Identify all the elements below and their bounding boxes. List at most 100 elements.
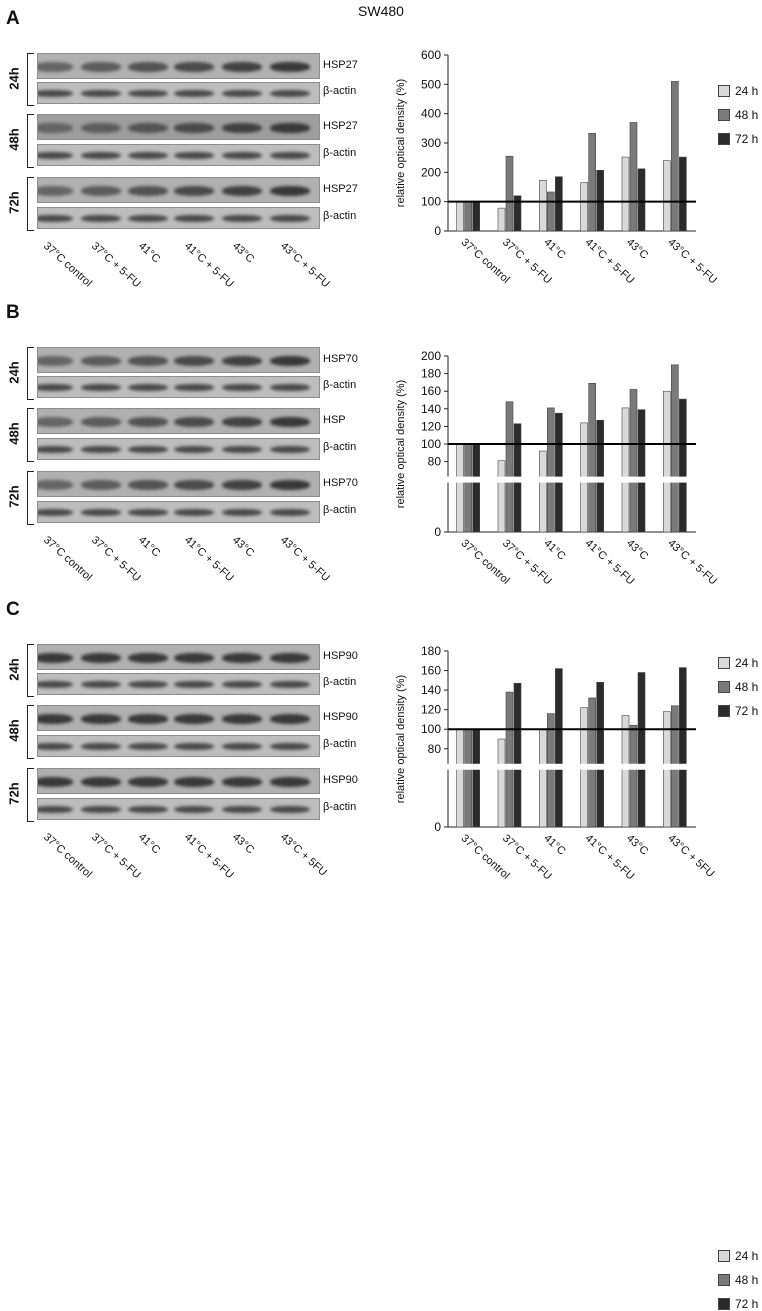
y-tick-label: 200 [421,165,441,179]
blot-band [270,123,310,133]
bar-72h-4 [637,672,646,828]
blot-band [38,417,73,427]
bar-72h-2 [555,176,563,232]
legend-item: 24 h [718,1249,758,1263]
bar-48h-4 [629,122,638,232]
blot-band [270,356,310,366]
bar-48h-4 [629,725,638,828]
bar-24h-4 [621,715,630,828]
blot-band [174,356,214,366]
bar-72h-2 [555,668,563,828]
legend-item: 72 h [718,1297,758,1311]
legend-item: 72 h [718,704,758,718]
western-blot-actin [37,798,320,820]
bar-24h-0 [456,728,464,828]
blot-band [222,215,262,222]
y-axis-label: relative optical density (%) [395,675,407,803]
western-blot-protein [37,408,320,434]
bar-72h-2 [555,412,563,533]
y-tick-label: 100 [421,722,441,736]
western-blot-protein [37,347,320,373]
blot-band [128,806,168,813]
blot-band [128,62,168,72]
blot-band [81,806,121,813]
y-tick-label: 100 [421,195,441,209]
bar-24h-5 [663,160,671,232]
blot-band [81,123,121,133]
blot-band [270,446,310,453]
legend-item: 24 h [718,656,758,670]
bar-24h-3 [580,182,588,232]
y-tick-label: 0 [434,224,441,238]
legend-swatch [718,657,730,669]
time-label: 24h [6,657,22,681]
legend-item: 48 h [718,1273,758,1287]
lane-label: 37°C control [40,534,95,584]
legend-label: 24 h [735,656,759,670]
y-tick-label: 0 [434,820,441,834]
y-tick-label: 120 [421,703,441,717]
figure-title: SW480 [358,3,404,19]
blot-band [222,480,262,490]
legend-swatch [718,1250,730,1262]
y-tick-label: 180 [421,367,441,381]
protein-label: HSP90 [323,774,358,786]
blot-band [222,681,262,688]
category-label: 43°C [624,832,650,857]
blot-band [38,446,73,453]
blot-band [128,681,168,688]
blot-band [174,714,214,724]
blot-band [38,90,73,97]
bar-72h-3 [596,169,604,232]
lane-label: 37°C + 5-FU [88,534,143,585]
lane-label: 41°C [135,240,163,266]
y-tick-label: 80 [428,455,442,469]
actin-label: β-actin [323,441,357,453]
y-tick-label: 200 [421,349,441,363]
lane-label: 41°C + 5-FU [181,240,236,291]
blot-band [38,480,73,490]
blot-band [128,90,168,97]
time-bracket-48h [27,114,34,168]
bar-48h-3 [588,382,596,533]
lane-label: 41°C + 5-FU [181,831,236,882]
blot-band [174,186,214,196]
blot-band [270,806,310,813]
bar-48h-5 [671,364,679,533]
y-tick-label: 600 [421,48,441,62]
blot-band [38,384,73,391]
legend-item: 48 h [718,108,758,122]
legend-swatch [718,85,730,97]
western-blot-protein [37,53,320,79]
category-label: 43°C + 5FU [665,832,716,880]
legend-swatch [718,705,730,717]
y-tick-label: 160 [421,664,441,678]
lane-label: 41°C [135,831,163,857]
bar-24h-4 [621,407,630,533]
blot-band [38,509,73,516]
blot-band [81,777,121,787]
time-label: 24h [6,360,22,384]
blot-band [222,123,262,133]
blot-band [128,509,168,516]
lane-label: 43°C + 5-FU [277,534,332,585]
bar-48h-4 [629,389,638,533]
bar-48h-2 [547,713,555,828]
blot-band [128,653,168,663]
bar-48h-0 [464,443,472,533]
blot-band [128,186,168,196]
blot-band [38,123,73,133]
blot-band [128,123,168,133]
y-tick-label: 140 [421,683,441,697]
blot-band [81,152,121,159]
bar-48h-1 [505,155,514,232]
lane-label: 43°C + 5-FU [277,240,332,291]
western-blot-actin [37,673,320,695]
blot-band [222,186,262,196]
legend-swatch [718,1274,730,1286]
bar-24h-0 [456,201,464,232]
protein-label: HSP27 [323,120,358,132]
blot-band [38,62,73,72]
blot-band [174,152,214,159]
blot-band [270,215,310,222]
